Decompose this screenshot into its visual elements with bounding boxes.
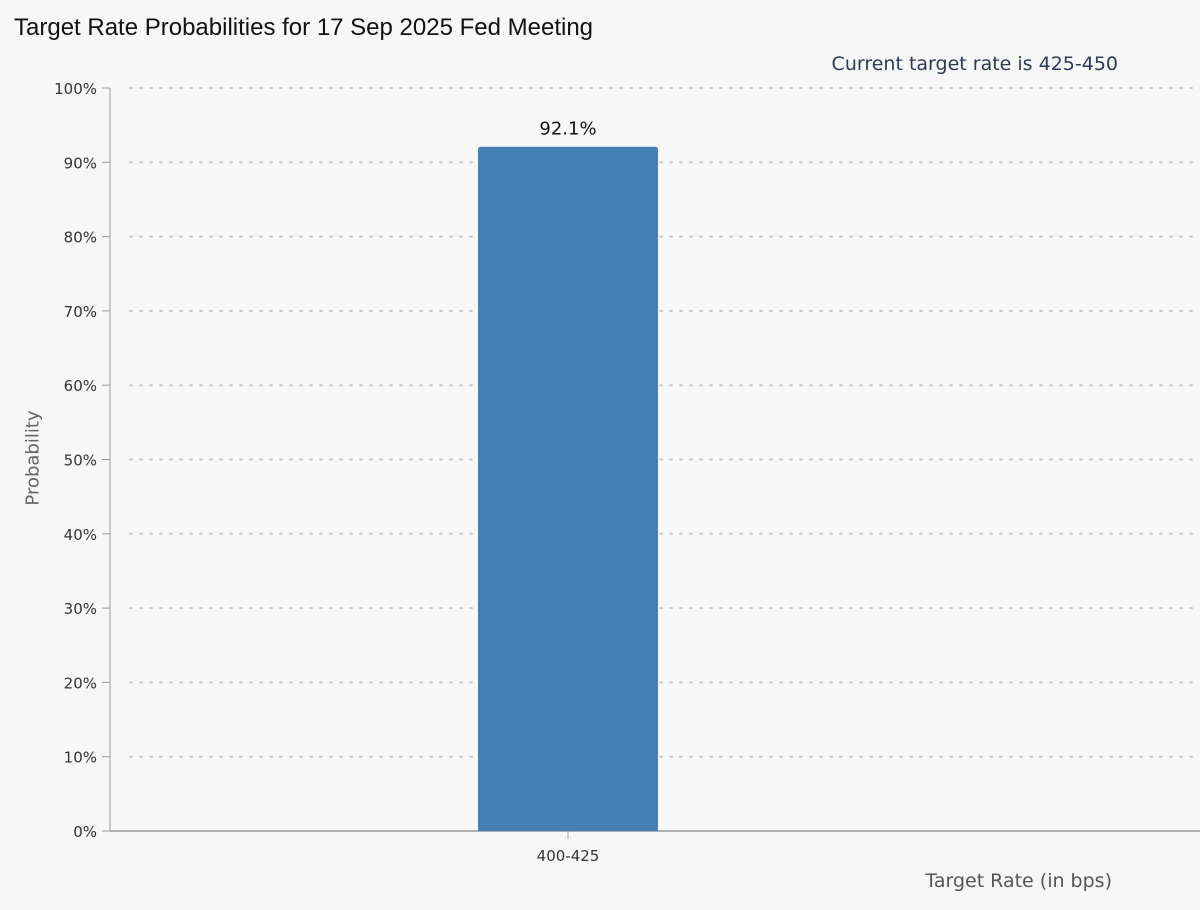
y-tick-label: 60% [64,377,97,395]
y-tick-label: 50% [64,452,97,470]
y-tick-label: 100% [54,80,97,98]
y-tick-label: 70% [64,303,97,321]
y-tick-label: 20% [64,674,97,692]
x-tick-label: 400-425 [537,847,600,865]
y-tick-label: 90% [64,154,97,172]
y-tick-label: 0% [73,823,97,841]
bar-data-label: 92.1% [539,119,596,140]
y-tick-label: 10% [64,749,97,767]
y-tick-label: 40% [64,526,97,544]
x-axis-title: Target Rate (in bps) [925,870,1112,892]
bar [478,146,658,831]
y-tick-label: 80% [64,229,97,247]
y-tick-label: 30% [64,600,97,618]
current-rate-note: Current target rate is 425-450 [831,53,1118,75]
chart-title: Target Rate Probabilities for 17 Sep 202… [14,14,594,41]
